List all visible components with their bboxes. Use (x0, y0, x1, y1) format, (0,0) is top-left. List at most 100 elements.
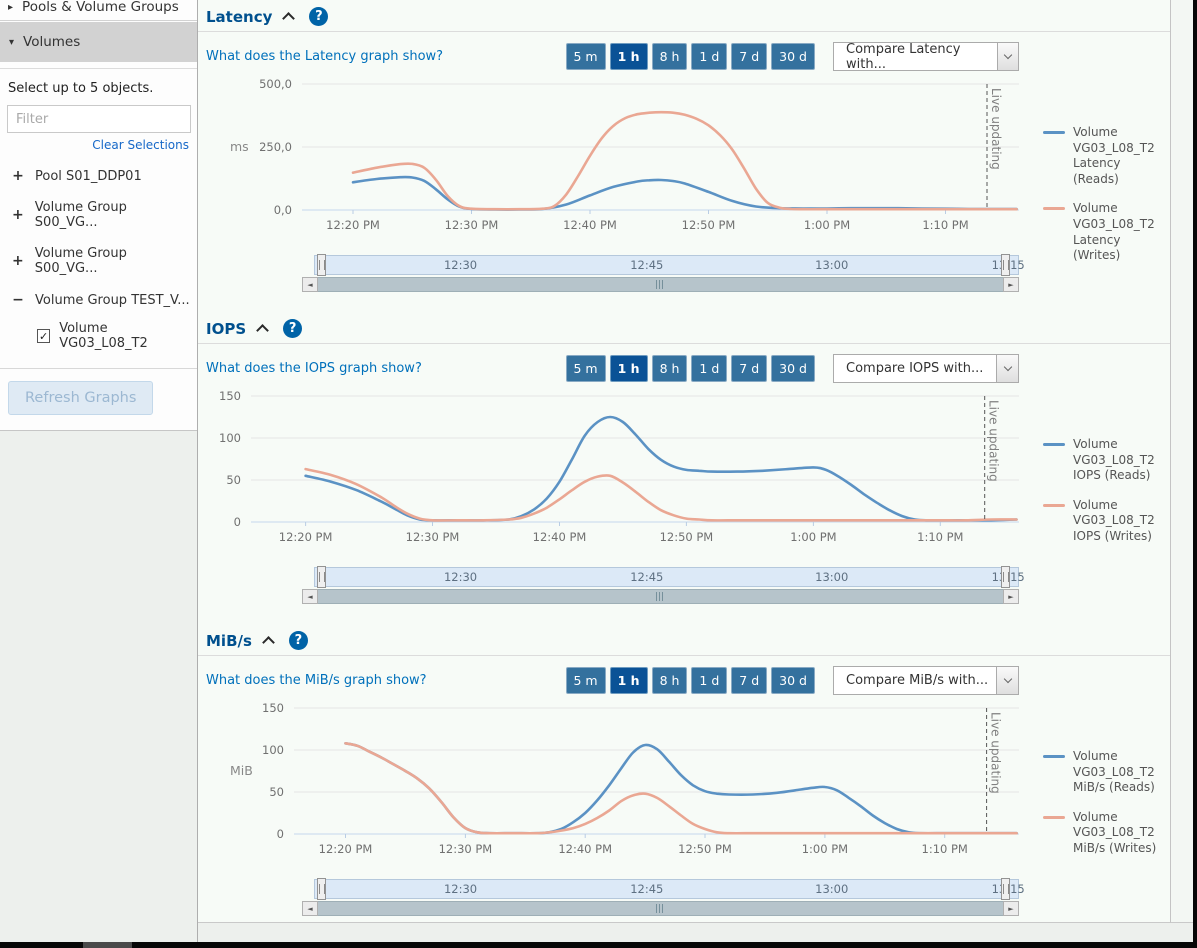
compare-dropdown[interactable]: Compare IOPS with... (833, 354, 1019, 383)
scroll-left-button[interactable]: ◄ (302, 901, 318, 916)
selector-right-handle[interactable] (1001, 566, 1010, 588)
scrollbar-grip-icon[interactable] (656, 592, 665, 601)
legend-item[interactable]: Volume VG03_L08_T2 Latency (Writes) (1043, 201, 1169, 263)
time-range-5m-button[interactable]: 5 m (565, 667, 606, 694)
expand-plus-icon[interactable]: + (12, 207, 24, 223)
compare-dropdown[interactable]: Compare MiB/s with... (833, 666, 1019, 695)
graph-question-link[interactable]: What does the MiB/s graph show? (206, 673, 427, 688)
help-icon[interactable]: ? (283, 319, 303, 338)
time-range-8h-button[interactable]: 8 h (651, 355, 688, 382)
selector-left-handle[interactable] (317, 254, 326, 276)
time-range-30d-button[interactable]: 30 d (771, 355, 815, 382)
window-vertical-scrollbar[interactable] (1193, 0, 1197, 948)
scrollbar-track[interactable] (318, 589, 1003, 604)
tree-item-volume-group-expanded[interactable]: − Volume Group TEST_V... (7, 284, 191, 316)
time-range-7d-button[interactable]: 7 d (731, 667, 768, 694)
scrollbar-track[interactable] (318, 901, 1003, 916)
svg-text:0: 0 (277, 827, 284, 841)
selector-left-handle[interactable] (317, 566, 326, 588)
time-range-7d-button[interactable]: 7 d (731, 43, 768, 70)
tree-item-label: Pool S01_DDP01 (35, 168, 142, 184)
selector-tick-label: 12:45 (630, 258, 664, 272)
svg-text:Live updating: Live updating (989, 712, 1003, 794)
scrollbar-track[interactable] (318, 277, 1003, 292)
time-range-8h-button[interactable]: 8 h (651, 43, 688, 70)
tree-item-volume-group[interactable]: + Volume Group S00_VG... (7, 192, 191, 238)
tree-item-volume[interactable]: ✓ Volume VG03_L08_T2 (7, 316, 191, 361)
time-range-1d-button[interactable]: 1 d (691, 355, 728, 382)
scrollbar-grip-icon[interactable] (656, 904, 665, 913)
help-icon[interactable]: ? (288, 631, 308, 650)
tree-item-label: Volume Group S00_VG... (34, 246, 127, 276)
legend-label: Volume VG03_L08_T2 Latency (Writes) (1073, 201, 1155, 263)
collapse-caret-icon[interactable] (256, 324, 270, 337)
chart-area: 0,0 250,0 500,0 ms 12:20 PM 12:30 PM 12:40 PM 1… (198, 73, 1170, 262)
selector-right-handle[interactable] (1001, 254, 1010, 276)
graph-question-link[interactable]: What does the Latency graph show? (206, 49, 444, 64)
scroll-left-button[interactable]: ◄ (302, 589, 318, 604)
legend-item[interactable]: Volume VG03_L08_T2 Latency (Reads) (1043, 125, 1169, 187)
chart-area: 0 50 100 150 MiB 12:20 PM 12:30 PM 12:40 PM 12:5… (198, 697, 1170, 869)
scroll-left-button[interactable]: ◄ (302, 277, 318, 292)
filter-input[interactable] (7, 105, 191, 133)
expand-plus-icon[interactable]: + (12, 168, 24, 184)
selector-band[interactable]: 12:30 12:45 13:00 13:15 (314, 254, 1025, 276)
chevron-down-icon (997, 43, 1018, 70)
help-icon[interactable]: ? (309, 7, 329, 26)
selector-tick-label: 13:00 (815, 570, 849, 584)
selector-left-handle[interactable] (317, 878, 326, 900)
selector-band[interactable]: 12:30 12:45 13:00 13:15 (314, 878, 1025, 900)
refresh-graphs-button[interactable]: Refresh Graphs (8, 381, 154, 415)
scroll-right-button[interactable]: ► (1003, 277, 1019, 292)
scroll-right-button[interactable]: ► (1003, 589, 1019, 604)
section-title[interactable]: Latency (206, 7, 273, 26)
svg-text:0,0: 0,0 (274, 203, 292, 217)
time-range-30d-button[interactable]: 30 d (771, 43, 815, 70)
section-title[interactable]: MiB/s (206, 631, 252, 650)
time-range-5m-button[interactable]: 5 m (565, 355, 606, 382)
time-range-30d-button[interactable]: 30 d (771, 667, 815, 694)
scrollbar-thumb[interactable] (83, 942, 132, 948)
time-range-1d-button[interactable]: 1 d (691, 43, 728, 70)
scroll-right-button[interactable]: ► (1003, 901, 1019, 916)
compare-dropdown[interactable]: Compare Latency with... (833, 42, 1019, 72)
compare-dropdown-value: Compare MiB/s with... (846, 673, 989, 688)
svg-text:1:00 PM: 1:00 PM (804, 218, 850, 232)
legend-item[interactable]: Volume VG03_L08_T2 MiB/s (Writes) (1043, 810, 1169, 857)
legend-item[interactable]: Volume VG03_L08_T2 IOPS (Reads) (1043, 437, 1169, 484)
time-range-1h-button[interactable]: 1 h (609, 667, 648, 694)
time-range-1h-button[interactable]: 1 h (609, 355, 648, 382)
chart-area: 0 50 100 150 12:20 PM 12:30 PM 12:40 PM 12:50 P… (198, 385, 1170, 557)
accordion-pools-volume-groups[interactable]: ▸ Pools & Volume Groups (0, 0, 197, 21)
time-range-buttons: 5 m 1 h 8 h 1 d 7 d 30 d (565, 667, 815, 694)
time-range-1h-button[interactable]: 1 h (609, 43, 648, 70)
section-header: Latency ? (198, 0, 1170, 32)
svg-text:12:40 PM: 12:40 PM (533, 530, 587, 544)
legend-item[interactable]: Volume VG03_L08_T2 MiB/s (Reads) (1043, 749, 1169, 796)
window-horizontal-scrollbar[interactable] (0, 942, 1197, 948)
legend-item[interactable]: Volume VG03_L08_T2 IOPS (Writes) (1043, 498, 1169, 545)
clear-selections-link[interactable]: Clear Selections (92, 138, 189, 152)
checkbox-checked-icon[interactable]: ✓ (37, 329, 51, 343)
time-range-5m-button[interactable]: 5 m (565, 43, 606, 70)
time-range-7d-button[interactable]: 7 d (731, 355, 768, 382)
time-range-8h-button[interactable]: 8 h (651, 667, 688, 694)
selector-right-handle[interactable] (1001, 878, 1010, 900)
selector-scrollbar: ◄ ► (302, 277, 1019, 292)
collapse-caret-icon[interactable] (282, 12, 296, 25)
svg-text:50: 50 (226, 473, 241, 487)
tree-item-pool[interactable]: + Pool S01_DDP01 (7, 160, 191, 192)
expand-plus-icon[interactable]: + (12, 253, 24, 269)
section-title[interactable]: IOPS (206, 319, 247, 338)
collapse-caret-icon[interactable] (262, 636, 275, 649)
latency-section: Latency ? What does the Latency graph sh… (198, 0, 1170, 292)
scrollbar-grip-icon[interactable] (656, 280, 665, 289)
legend-label: Volume VG03_L08_T2 Latency (Reads) (1073, 125, 1155, 186)
selector-band[interactable]: 12:30 12:45 13:00 13:15 (314, 566, 1025, 588)
collapse-minus-icon[interactable]: − (12, 292, 24, 308)
time-range-1d-button[interactable]: 1 d (691, 667, 728, 694)
tree-item-volume-group[interactable]: + Volume Group S00_VG... (7, 238, 191, 284)
accordion-volumes[interactable]: ▾ Volumes (0, 22, 197, 62)
graph-question-link[interactable]: What does the IOPS graph show? (206, 361, 422, 376)
